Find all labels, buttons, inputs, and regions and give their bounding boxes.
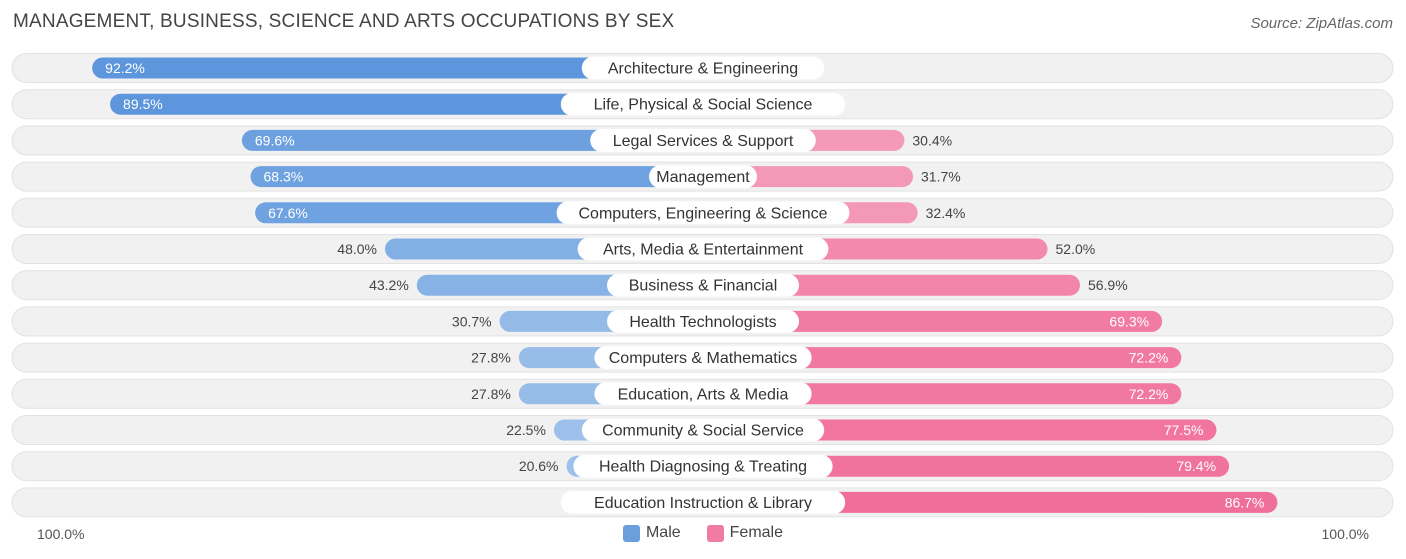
value-label-male: 48.0% (337, 241, 377, 257)
category-label-bg (590, 128, 816, 152)
value-label-female: 72.2% (1129, 386, 1169, 402)
value-label-female: 72.2% (1129, 350, 1169, 366)
value-label-female: 56.9% (1088, 277, 1128, 293)
value-label-male: 22.5% (506, 422, 546, 438)
legend-label-male: Male (645, 524, 681, 541)
value-label-male: 67.6% (268, 205, 308, 221)
value-label-female: 86.7% (1225, 494, 1265, 510)
category-label: Management (656, 169, 750, 186)
category-label: Business & Financial (629, 278, 778, 295)
category-label: Health Diagnosing & Treating (599, 459, 807, 476)
value-label-female: 32.4% (926, 205, 966, 221)
category-label-bg (581, 418, 825, 442)
category-label-bg (607, 273, 799, 297)
legend-swatch-female (706, 524, 724, 542)
category-label: Health Technologists (629, 314, 776, 331)
legend-item-female[interactable]: Female (706, 524, 784, 542)
bar-female[interactable] (703, 347, 1182, 369)
category-label: Education, Arts & Media (618, 386, 789, 403)
category-label: Computers, Engineering & Science (578, 205, 827, 222)
category-label-bg (577, 237, 829, 261)
bar-female[interactable] (703, 383, 1182, 405)
value-label-male: 30.7% (452, 313, 492, 329)
category-label: Community & Social Service (602, 423, 804, 440)
category-label-bg (560, 490, 846, 514)
category-label-bg (649, 165, 757, 189)
value-label-male: 92.2% (105, 60, 145, 76)
bar-female[interactable] (703, 310, 1163, 332)
category-label-bg (573, 454, 833, 478)
value-label-female: 30.4% (912, 132, 952, 148)
chart-title: MANAGEMENT, BUSINESS, SCIENCE AND ARTS O… (13, 11, 675, 32)
value-label-male: 89.5% (123, 96, 163, 112)
axis-right-label: 100.0% (1321, 526, 1369, 542)
category-label-bg (607, 309, 799, 333)
value-label-female: 31.7% (921, 169, 961, 185)
bar-male[interactable] (241, 129, 703, 151)
bar-male[interactable] (92, 57, 704, 79)
value-label-female: 79.4% (1176, 458, 1216, 474)
axis-left-label: 100.0% (37, 526, 85, 542)
value-label-male: 27.8% (471, 386, 511, 402)
value-label-male: 68.3% (264, 169, 304, 185)
category-label: Legal Services & Support (613, 133, 794, 150)
value-label-female: 77.5% (1164, 422, 1204, 438)
value-label-male: 27.8% (471, 350, 511, 366)
value-label-male: 69.6% (255, 132, 295, 148)
bar-male[interactable] (250, 166, 703, 188)
category-label: Computers & Mathematics (609, 350, 798, 367)
category-label: Architecture & Engineering (608, 61, 798, 78)
bar-female[interactable] (703, 455, 1230, 477)
legend: Male Female (0, 524, 1406, 542)
category-label-bg (560, 92, 846, 116)
legend-item-male[interactable]: Male (622, 524, 681, 542)
category-label: Arts, Media & Entertainment (603, 242, 804, 259)
legend-swatch-male (622, 524, 640, 542)
category-label: Life, Physical & Social Science (594, 97, 813, 114)
category-label-bg (556, 201, 850, 225)
bar-male[interactable] (110, 93, 704, 115)
value-label-male: 43.2% (369, 277, 409, 293)
category-label-bg (594, 346, 812, 370)
legend-label-female: Female (729, 524, 784, 541)
value-label-female: 52.0% (1056, 241, 1096, 257)
value-label-male: 20.6% (519, 458, 559, 474)
value-label-female: 69.3% (1109, 313, 1149, 329)
category-label: Education Instruction & Library (594, 495, 812, 512)
bar-female[interactable] (703, 419, 1217, 441)
source-label: Source: ZipAtlas.com (1250, 15, 1393, 32)
category-label-bg (581, 56, 825, 80)
bar-female[interactable] (703, 491, 1278, 513)
category-label-bg (594, 382, 812, 406)
